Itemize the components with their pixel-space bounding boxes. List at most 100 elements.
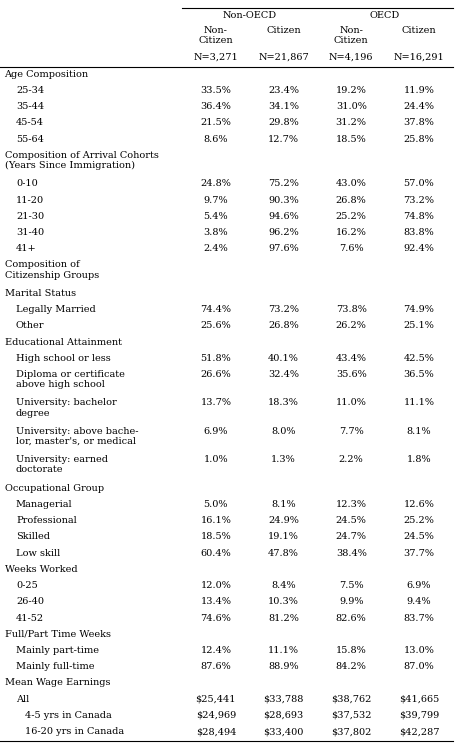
- Text: 9.4%: 9.4%: [407, 597, 431, 606]
- Text: Mainly part-time: Mainly part-time: [16, 646, 99, 655]
- Text: 8.1%: 8.1%: [271, 500, 296, 509]
- Text: 25.2%: 25.2%: [336, 212, 367, 221]
- Text: 73.2%: 73.2%: [404, 195, 435, 204]
- Text: University: earned
doctorate: University: earned doctorate: [16, 455, 108, 474]
- Text: 1.3%: 1.3%: [271, 455, 296, 464]
- Text: Low skill: Low skill: [16, 549, 60, 558]
- Text: 7.6%: 7.6%: [339, 244, 364, 253]
- Text: 32.4%: 32.4%: [268, 370, 299, 379]
- Text: $39,799: $39,799: [399, 711, 439, 720]
- Text: Non-
Citizen: Non- Citizen: [334, 26, 369, 45]
- Text: 88.9%: 88.9%: [268, 662, 299, 671]
- Text: 87.0%: 87.0%: [404, 662, 434, 671]
- Text: 36.4%: 36.4%: [200, 103, 231, 111]
- Text: 40.1%: 40.1%: [268, 354, 299, 363]
- Text: 73.2%: 73.2%: [268, 305, 299, 314]
- Text: University: bachelor
degree: University: bachelor degree: [16, 398, 116, 418]
- Text: 33.5%: 33.5%: [200, 86, 231, 95]
- Text: $24,969: $24,969: [196, 711, 236, 720]
- Text: 24.9%: 24.9%: [268, 516, 299, 525]
- Text: 0-25: 0-25: [16, 581, 38, 590]
- Text: Weeks Worked: Weeks Worked: [5, 565, 77, 574]
- Text: 13.0%: 13.0%: [404, 646, 435, 655]
- Text: 25.6%: 25.6%: [201, 321, 231, 330]
- Text: 97.6%: 97.6%: [268, 244, 299, 253]
- Text: 10.3%: 10.3%: [268, 597, 299, 606]
- Text: 2.4%: 2.4%: [203, 244, 228, 253]
- Text: $37,802: $37,802: [331, 727, 371, 736]
- Text: 3.8%: 3.8%: [203, 228, 228, 237]
- Text: 15.8%: 15.8%: [336, 646, 367, 655]
- Text: 8.1%: 8.1%: [407, 427, 431, 436]
- Text: 16.2%: 16.2%: [336, 228, 367, 237]
- Text: Educational Attainment: Educational Attainment: [5, 338, 121, 347]
- Text: 11-20: 11-20: [16, 195, 44, 204]
- Text: $28,693: $28,693: [263, 711, 303, 720]
- Text: Diploma or certificate
above high school: Diploma or certificate above high school: [16, 370, 125, 389]
- Text: 45-54: 45-54: [16, 118, 44, 127]
- Text: $33,788: $33,788: [263, 694, 303, 703]
- Text: $33,400: $33,400: [263, 727, 303, 736]
- Text: $25,441: $25,441: [196, 694, 236, 703]
- Text: 11.9%: 11.9%: [404, 86, 435, 95]
- Text: 26.2%: 26.2%: [336, 321, 367, 330]
- Text: 74.9%: 74.9%: [404, 305, 435, 314]
- Text: Managerial: Managerial: [16, 500, 72, 509]
- Text: 37.7%: 37.7%: [404, 549, 435, 558]
- Text: 24.4%: 24.4%: [404, 103, 435, 111]
- Text: 34.1%: 34.1%: [268, 103, 299, 111]
- Text: Non-OECD: Non-OECD: [222, 11, 277, 20]
- Text: 82.6%: 82.6%: [336, 614, 367, 623]
- Text: 26.8%: 26.8%: [336, 195, 367, 204]
- Text: University: above bache-
lor, master's, or medical: University: above bache- lor, master's, …: [16, 427, 138, 446]
- Text: All: All: [16, 694, 29, 703]
- Text: 12.6%: 12.6%: [404, 500, 435, 509]
- Text: 24.5%: 24.5%: [336, 516, 367, 525]
- Text: 0-10: 0-10: [16, 179, 38, 188]
- Text: 8.0%: 8.0%: [271, 427, 296, 436]
- Text: 41+: 41+: [16, 244, 37, 253]
- Text: Composition of Arrival Cohorts
(Years Since Immigration): Composition of Arrival Cohorts (Years Si…: [5, 151, 158, 170]
- Text: 16.1%: 16.1%: [200, 516, 231, 525]
- Text: High school or less: High school or less: [16, 354, 111, 363]
- Text: 31.0%: 31.0%: [336, 103, 367, 111]
- Text: 96.2%: 96.2%: [268, 228, 299, 237]
- Text: 60.4%: 60.4%: [201, 549, 231, 558]
- Text: Mean Wage Earnings: Mean Wage Earnings: [5, 679, 110, 688]
- Text: 87.6%: 87.6%: [201, 662, 231, 671]
- Text: 73.8%: 73.8%: [336, 305, 367, 314]
- Text: Occupational Group: Occupational Group: [5, 483, 104, 492]
- Text: 35.6%: 35.6%: [336, 370, 367, 379]
- Text: 8.4%: 8.4%: [271, 581, 296, 590]
- Text: 43.0%: 43.0%: [336, 179, 367, 188]
- Text: 6.9%: 6.9%: [407, 581, 431, 590]
- Text: 51.8%: 51.8%: [201, 354, 231, 363]
- Text: 41-52: 41-52: [16, 614, 44, 623]
- Text: 24.8%: 24.8%: [200, 179, 231, 188]
- Text: 83.8%: 83.8%: [404, 228, 434, 237]
- Text: 18.3%: 18.3%: [268, 398, 299, 407]
- Text: 43.4%: 43.4%: [336, 354, 367, 363]
- Text: 7.5%: 7.5%: [339, 581, 364, 590]
- Text: Citizen: Citizen: [266, 26, 301, 35]
- Text: Full/Part Time Weeks: Full/Part Time Weeks: [5, 630, 111, 639]
- Text: 24.7%: 24.7%: [336, 532, 367, 541]
- Text: 84.2%: 84.2%: [336, 662, 367, 671]
- Text: 19.1%: 19.1%: [268, 532, 299, 541]
- Text: 11.0%: 11.0%: [336, 398, 367, 407]
- Text: Professional: Professional: [16, 516, 77, 525]
- Text: 74.6%: 74.6%: [200, 614, 231, 623]
- Text: 23.4%: 23.4%: [268, 86, 299, 95]
- Text: 38.4%: 38.4%: [336, 549, 367, 558]
- Text: 12.0%: 12.0%: [200, 581, 231, 590]
- Text: N=3,271: N=3,271: [193, 52, 238, 61]
- Text: 13.4%: 13.4%: [200, 597, 231, 606]
- Text: Skilled: Skilled: [16, 532, 50, 541]
- Text: 26-40: 26-40: [16, 597, 44, 606]
- Text: 92.4%: 92.4%: [404, 244, 435, 253]
- Text: 31.2%: 31.2%: [336, 118, 367, 127]
- Text: 35-44: 35-44: [16, 103, 44, 111]
- Text: 75.2%: 75.2%: [268, 179, 299, 188]
- Text: OECD: OECD: [370, 11, 400, 20]
- Text: 25.1%: 25.1%: [404, 321, 435, 330]
